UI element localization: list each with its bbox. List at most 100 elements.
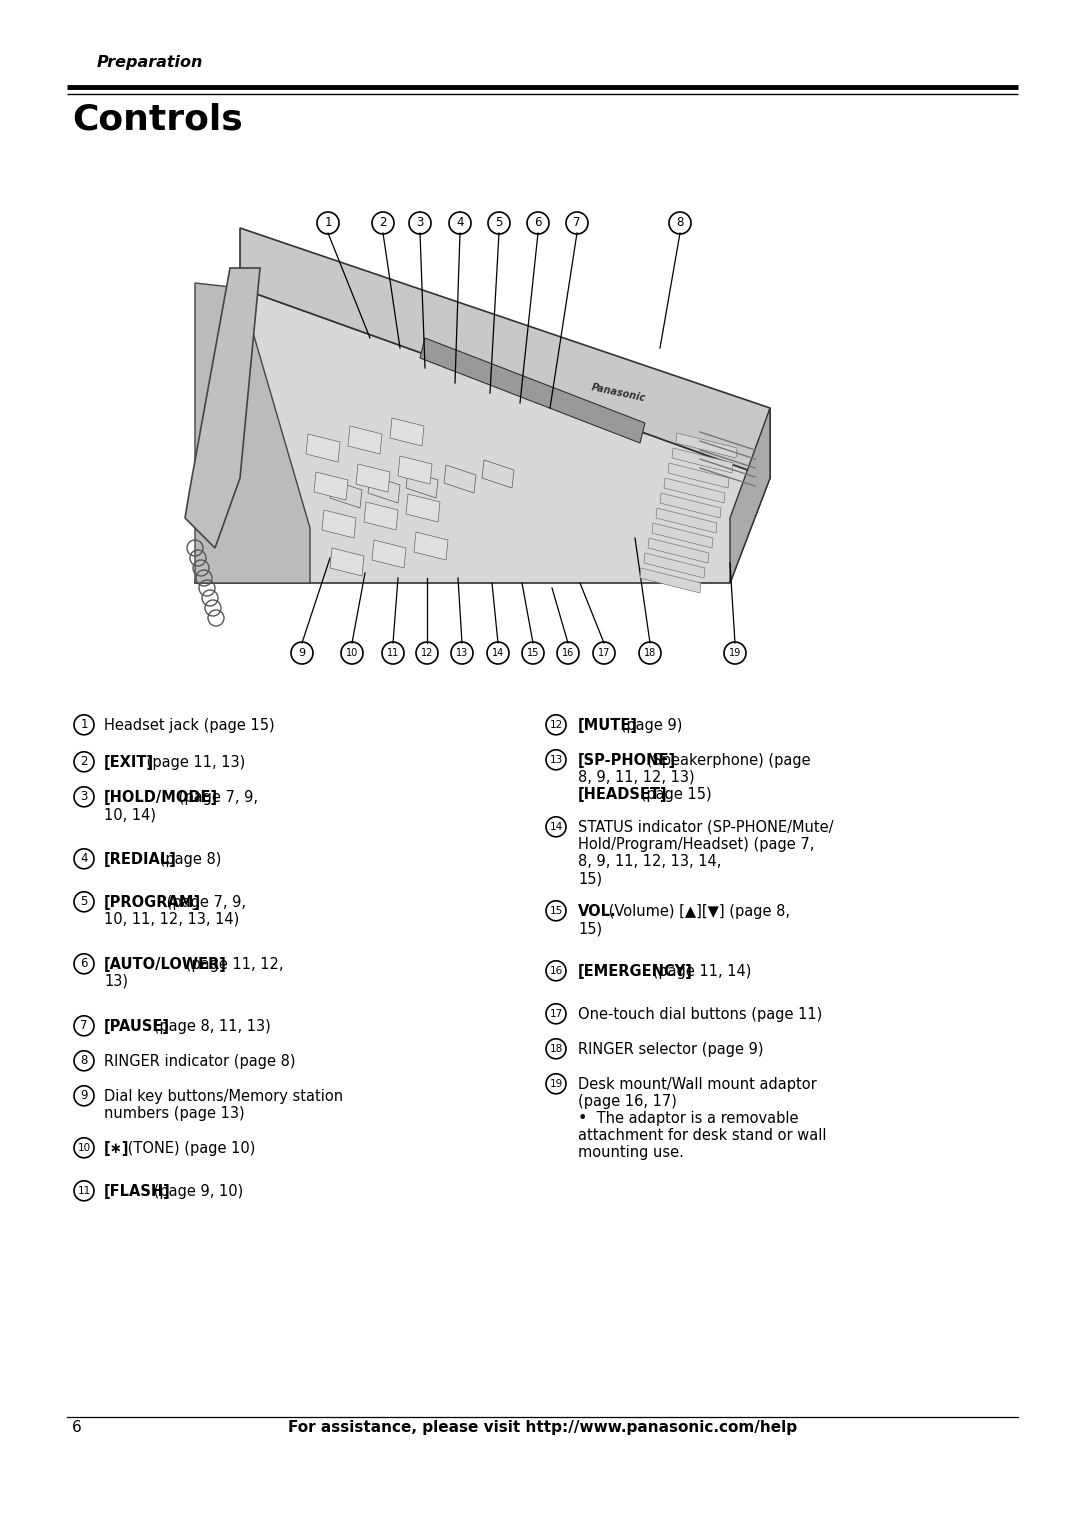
Text: One-touch dial buttons (page 11): One-touch dial buttons (page 11) xyxy=(578,1007,822,1021)
Text: 10: 10 xyxy=(78,1143,91,1154)
Text: [EXIT]: [EXIT] xyxy=(104,755,154,771)
Text: For assistance, please visit http://www.panasonic.com/help: For assistance, please visit http://www.… xyxy=(288,1420,797,1435)
Text: STATUS indicator (SP-PHONE/Mute/: STATUS indicator (SP-PHONE/Mute/ xyxy=(578,820,834,835)
Text: [PAUSE]: [PAUSE] xyxy=(104,1020,170,1034)
Text: 17: 17 xyxy=(598,647,610,658)
Text: 8, 9, 11, 12, 13, 14,: 8, 9, 11, 12, 13, 14, xyxy=(578,854,721,869)
Text: 18: 18 xyxy=(550,1044,563,1054)
Text: Controls: Controls xyxy=(72,103,243,137)
Text: Dial key buttons/Memory station: Dial key buttons/Memory station xyxy=(104,1089,343,1104)
Text: numbers (page 13): numbers (page 13) xyxy=(104,1106,245,1121)
Text: (TONE) (page 10): (TONE) (page 10) xyxy=(123,1141,256,1157)
Text: 6: 6 xyxy=(80,957,87,970)
Text: [∗]: [∗] xyxy=(104,1141,130,1157)
Text: (page 9, 10): (page 9, 10) xyxy=(149,1184,243,1200)
Text: 13: 13 xyxy=(550,755,563,764)
Polygon shape xyxy=(322,511,356,538)
Text: 17: 17 xyxy=(550,1009,563,1018)
Polygon shape xyxy=(730,408,770,583)
Polygon shape xyxy=(482,460,514,488)
Text: (page 9): (page 9) xyxy=(617,718,683,734)
Text: [HOLD/MODE]: [HOLD/MODE] xyxy=(104,791,218,804)
Text: 18: 18 xyxy=(644,647,657,658)
Polygon shape xyxy=(406,471,438,498)
Text: 10: 10 xyxy=(346,647,359,658)
Polygon shape xyxy=(185,268,260,548)
Text: 11: 11 xyxy=(78,1186,91,1197)
Text: (page 11, 12,: (page 11, 12, xyxy=(180,957,283,972)
Polygon shape xyxy=(399,455,432,484)
Text: 5: 5 xyxy=(496,217,502,229)
Text: 4: 4 xyxy=(456,217,463,229)
Text: Desk mount/Wall mount adaptor: Desk mount/Wall mount adaptor xyxy=(578,1077,816,1092)
Text: 10, 11, 12, 13, 14): 10, 11, 12, 13, 14) xyxy=(104,912,240,927)
Text: 2: 2 xyxy=(80,755,87,769)
Text: 8: 8 xyxy=(676,217,684,229)
Text: 19: 19 xyxy=(550,1078,563,1089)
Text: 8: 8 xyxy=(80,1055,87,1067)
Text: VOL.: VOL. xyxy=(578,904,617,920)
Text: 7: 7 xyxy=(573,217,581,229)
Text: [SP-PHONE]: [SP-PHONE] xyxy=(578,754,676,767)
Text: 14: 14 xyxy=(491,647,504,658)
Polygon shape xyxy=(420,338,645,443)
Text: 9: 9 xyxy=(80,1089,87,1103)
Text: (page 15): (page 15) xyxy=(636,787,712,801)
Text: 12: 12 xyxy=(421,647,433,658)
Text: 15: 15 xyxy=(527,647,539,658)
Text: [AUTO/LOWER]: [AUTO/LOWER] xyxy=(104,957,227,972)
Polygon shape xyxy=(664,478,725,503)
Polygon shape xyxy=(364,501,399,531)
Text: (page 11, 14): (page 11, 14) xyxy=(648,964,752,980)
Text: mounting use.: mounting use. xyxy=(578,1144,684,1160)
Polygon shape xyxy=(652,523,713,548)
Text: 5: 5 xyxy=(80,895,87,909)
Polygon shape xyxy=(648,538,708,563)
Text: Preparation: Preparation xyxy=(97,55,203,71)
Text: 12: 12 xyxy=(550,720,563,731)
Text: [MUTE]: [MUTE] xyxy=(578,718,638,734)
Text: 1: 1 xyxy=(80,718,87,731)
Text: 14: 14 xyxy=(550,821,563,832)
Polygon shape xyxy=(390,418,424,446)
Text: attachment for desk stand or wall: attachment for desk stand or wall xyxy=(578,1127,826,1143)
Text: 9: 9 xyxy=(298,647,306,658)
Text: Panasonic: Panasonic xyxy=(590,383,646,403)
Text: 6: 6 xyxy=(535,217,542,229)
Text: 2: 2 xyxy=(379,217,387,229)
Polygon shape xyxy=(444,464,476,494)
Text: 15: 15 xyxy=(550,906,563,915)
Polygon shape xyxy=(348,426,382,454)
Text: (page 8): (page 8) xyxy=(156,852,221,867)
Text: RINGER selector (page 9): RINGER selector (page 9) xyxy=(578,1043,764,1057)
Text: Hold/Program/Headset) (page 7,: Hold/Program/Headset) (page 7, xyxy=(578,837,814,852)
Text: 13: 13 xyxy=(456,647,468,658)
Text: The adaptor is a removable: The adaptor is a removable xyxy=(592,1110,798,1126)
Text: 7: 7 xyxy=(80,1020,87,1032)
Polygon shape xyxy=(676,434,737,458)
Text: [FLASH]: [FLASH] xyxy=(104,1184,171,1200)
Text: (page 11, 13): (page 11, 13) xyxy=(143,755,245,771)
Text: 15): 15) xyxy=(578,921,603,937)
Polygon shape xyxy=(368,475,400,503)
Polygon shape xyxy=(372,540,406,568)
Polygon shape xyxy=(195,283,310,583)
Polygon shape xyxy=(406,494,440,521)
Text: Headset jack (page 15): Headset jack (page 15) xyxy=(104,718,274,734)
Polygon shape xyxy=(660,494,721,518)
Text: (page 8, 11, 13): (page 8, 11, 13) xyxy=(149,1020,271,1034)
Polygon shape xyxy=(330,480,362,508)
Text: 1: 1 xyxy=(324,217,332,229)
Polygon shape xyxy=(656,508,717,534)
Text: 6: 6 xyxy=(72,1420,82,1435)
Text: [PROGRAM]: [PROGRAM] xyxy=(104,895,201,910)
Text: 11: 11 xyxy=(387,647,400,658)
Polygon shape xyxy=(195,288,770,583)
Polygon shape xyxy=(644,554,705,578)
Text: 4: 4 xyxy=(80,852,87,866)
Text: 16: 16 xyxy=(562,647,575,658)
Polygon shape xyxy=(669,463,729,488)
Text: [REDIAL]: [REDIAL] xyxy=(104,852,177,867)
Text: (Volume) [▲][▼] (page 8,: (Volume) [▲][▼] (page 8, xyxy=(604,904,789,920)
Text: •: • xyxy=(578,1110,588,1126)
